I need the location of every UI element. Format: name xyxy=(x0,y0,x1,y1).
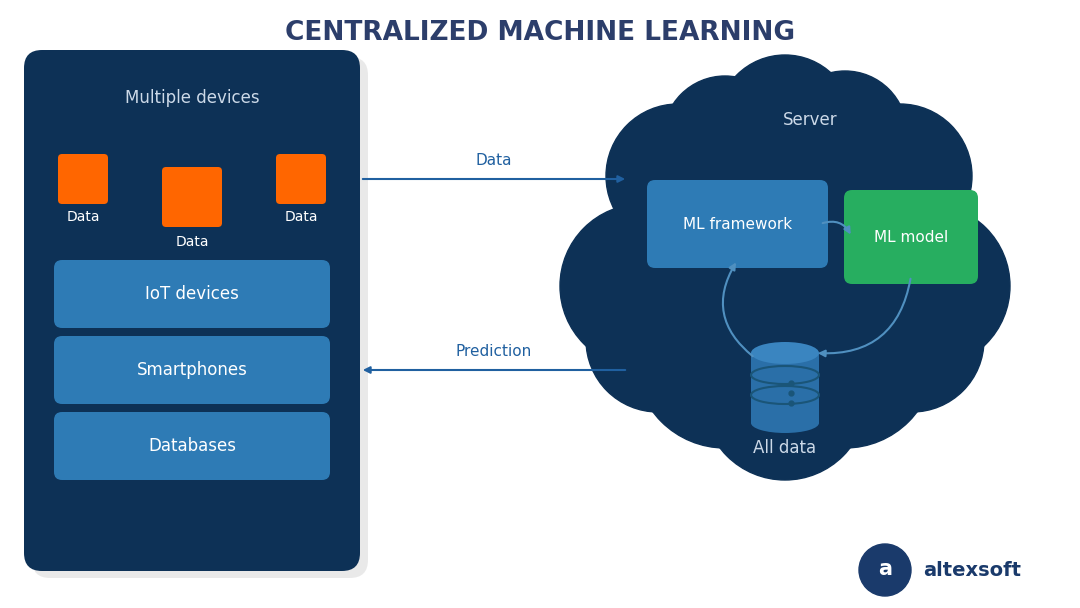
Text: Data: Data xyxy=(284,210,318,224)
FancyBboxPatch shape xyxy=(54,412,330,480)
Circle shape xyxy=(615,118,785,288)
FancyBboxPatch shape xyxy=(162,167,222,227)
Ellipse shape xyxy=(751,342,819,364)
Text: Databases: Databases xyxy=(148,437,237,455)
Circle shape xyxy=(606,104,750,248)
Circle shape xyxy=(828,104,972,248)
FancyBboxPatch shape xyxy=(24,50,360,571)
Text: Multiple devices: Multiple devices xyxy=(124,89,259,107)
Text: Server: Server xyxy=(783,111,837,129)
FancyBboxPatch shape xyxy=(54,260,330,328)
FancyBboxPatch shape xyxy=(54,336,330,404)
Text: altexsoft: altexsoft xyxy=(923,561,1021,579)
FancyBboxPatch shape xyxy=(32,57,368,578)
Ellipse shape xyxy=(751,413,819,433)
Text: ML framework: ML framework xyxy=(683,216,792,232)
Text: ML model: ML model xyxy=(874,229,948,244)
Text: Data: Data xyxy=(66,210,99,224)
Text: All data: All data xyxy=(754,439,816,457)
Circle shape xyxy=(561,204,724,368)
Text: a: a xyxy=(878,559,892,579)
Circle shape xyxy=(717,55,853,191)
Circle shape xyxy=(846,204,1010,368)
Text: Prediction: Prediction xyxy=(456,344,532,359)
FancyBboxPatch shape xyxy=(276,154,326,204)
Circle shape xyxy=(859,544,912,596)
Circle shape xyxy=(703,316,867,480)
Text: IoT devices: IoT devices xyxy=(145,285,239,303)
Text: CENTRALIZED MACHINE LEARNING: CENTRALIZED MACHINE LEARNING xyxy=(285,20,795,46)
Text: Smartphones: Smartphones xyxy=(136,361,247,379)
Circle shape xyxy=(787,111,957,281)
Bar xyxy=(751,353,819,423)
Circle shape xyxy=(840,268,984,412)
Circle shape xyxy=(696,86,875,266)
Circle shape xyxy=(635,268,815,448)
Circle shape xyxy=(783,71,907,195)
Circle shape xyxy=(765,168,966,368)
FancyBboxPatch shape xyxy=(843,190,978,284)
Circle shape xyxy=(633,146,937,450)
Text: Data: Data xyxy=(175,235,208,249)
Circle shape xyxy=(605,168,805,368)
Circle shape xyxy=(755,268,935,448)
Text: Data: Data xyxy=(476,153,512,167)
FancyBboxPatch shape xyxy=(58,154,108,204)
Circle shape xyxy=(586,268,730,412)
FancyBboxPatch shape xyxy=(647,180,828,268)
Circle shape xyxy=(663,76,787,200)
